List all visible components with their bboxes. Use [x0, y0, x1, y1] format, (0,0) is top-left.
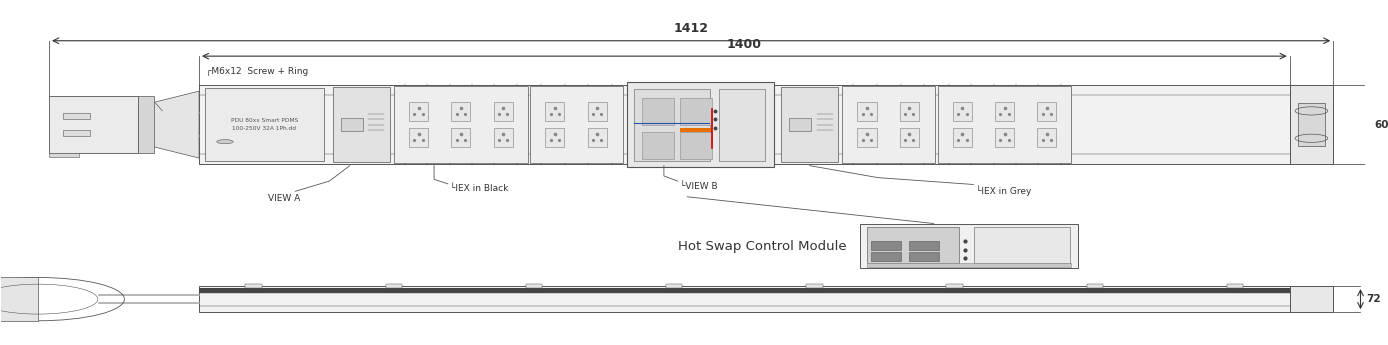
Bar — [204, 88, 325, 161]
Polygon shape — [151, 91, 198, 158]
Bar — [62, 113, 90, 119]
Bar — [947, 284, 963, 288]
Bar — [587, 102, 607, 121]
Bar — [868, 263, 1072, 267]
Bar — [627, 82, 775, 167]
Bar — [494, 128, 512, 147]
Text: 100-250V 32A 1Ph.dd: 100-250V 32A 1Ph.dd — [232, 126, 297, 131]
Text: 60: 60 — [1374, 120, 1388, 130]
Bar — [861, 224, 1078, 268]
Text: ┌M6x12  Screw + Ring: ┌M6x12 Screw + Ring — [205, 67, 308, 76]
Bar — [1087, 284, 1103, 288]
Bar — [843, 86, 936, 163]
Bar — [719, 89, 765, 160]
Bar — [954, 102, 972, 121]
Bar — [1289, 286, 1334, 312]
Bar — [1037, 128, 1056, 147]
Bar — [909, 240, 940, 250]
Bar — [973, 227, 1070, 263]
Circle shape — [217, 140, 233, 144]
Bar — [790, 118, 811, 131]
Bar — [49, 96, 137, 153]
Bar — [872, 252, 901, 262]
Bar — [198, 85, 1289, 164]
Bar — [858, 128, 877, 147]
Bar — [246, 284, 262, 288]
Bar — [666, 284, 683, 288]
Bar — [680, 131, 712, 159]
Bar — [494, 102, 512, 121]
Bar — [995, 102, 1015, 121]
Bar — [781, 87, 838, 162]
Text: 1400: 1400 — [727, 38, 762, 51]
Bar — [899, 102, 919, 121]
Bar — [386, 284, 403, 288]
Text: └IEX in Grey: └IEX in Grey — [976, 185, 1031, 196]
Bar — [198, 286, 1289, 312]
Bar — [954, 128, 972, 147]
Bar — [1037, 102, 1056, 121]
Bar — [409, 128, 428, 147]
Text: 1412: 1412 — [673, 22, 709, 34]
Bar — [526, 284, 543, 288]
Bar — [899, 128, 919, 147]
Bar — [1227, 284, 1244, 288]
Bar — [545, 128, 565, 147]
Text: VIEW A: VIEW A — [268, 194, 300, 203]
Bar — [680, 128, 712, 132]
Bar — [643, 98, 675, 126]
Text: Hot Swap Control Module: Hot Swap Control Module — [677, 239, 847, 253]
Bar — [872, 240, 901, 250]
Bar — [909, 252, 940, 262]
Bar — [451, 102, 471, 121]
Bar — [643, 131, 675, 159]
Bar — [0, 277, 39, 321]
Bar — [451, 128, 471, 147]
Bar — [995, 128, 1015, 147]
Bar — [333, 87, 390, 162]
Bar — [806, 284, 823, 288]
Bar — [680, 98, 712, 126]
Bar — [198, 288, 1289, 293]
Bar — [394, 86, 527, 163]
Text: └VIEW B: └VIEW B — [680, 182, 718, 191]
Bar — [634, 89, 711, 160]
Bar — [868, 227, 959, 263]
Text: 72: 72 — [1366, 294, 1381, 304]
Bar — [137, 96, 154, 153]
Bar — [938, 86, 1072, 163]
Bar — [858, 102, 877, 121]
Bar — [409, 102, 428, 121]
Bar — [545, 102, 565, 121]
Bar — [530, 86, 623, 163]
Text: └IEX in Black: └IEX in Black — [451, 185, 509, 194]
Bar — [341, 118, 362, 131]
Bar — [1298, 103, 1326, 146]
Bar — [1289, 85, 1334, 164]
Bar — [62, 130, 90, 136]
Text: PDU 80xx Smart PDMS: PDU 80xx Smart PDMS — [230, 118, 298, 123]
Bar — [49, 153, 79, 157]
Bar — [587, 128, 607, 147]
